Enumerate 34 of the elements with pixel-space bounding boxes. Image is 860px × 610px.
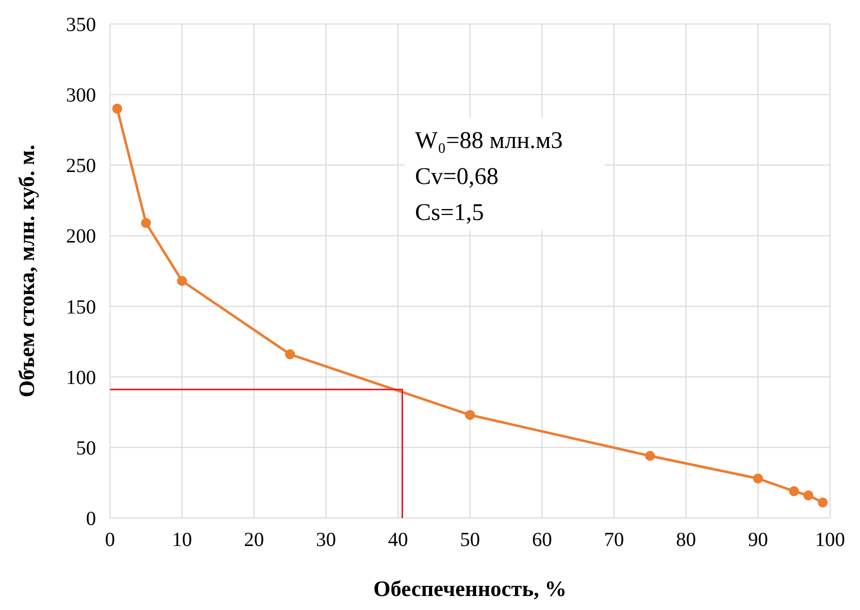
point xyxy=(789,486,799,496)
y-tick-label: 200 xyxy=(66,226,96,248)
y-tick-label: 250 xyxy=(66,155,96,178)
x-tick-label: 90 xyxy=(748,529,768,551)
x-axis-title: Обеспеченность, % xyxy=(373,576,567,601)
x-tick-label: 30 xyxy=(316,529,336,551)
x-tick-label: 10 xyxy=(172,529,192,551)
x-tick-label: 100 xyxy=(815,529,845,551)
annotation: W₀=88 млн.м3 xyxy=(415,128,563,154)
point xyxy=(177,276,187,286)
x-tick-label: 60 xyxy=(532,529,552,551)
y-axis-title: Объем стока, млн. куб. м. xyxy=(14,144,39,398)
y-tick-label: 50 xyxy=(76,437,96,460)
point xyxy=(803,490,814,500)
x-tick-label: 20 xyxy=(244,529,264,551)
y-tick-label: 150 xyxy=(66,296,96,318)
y-tick-label: 0 xyxy=(86,508,96,530)
x-tick-label: 70 xyxy=(604,529,624,551)
y-tick-label: 350 xyxy=(66,14,96,36)
annotation: Cv=0,68 xyxy=(415,164,499,190)
x-tick-label: 50 xyxy=(460,529,480,551)
point xyxy=(112,104,122,114)
point xyxy=(753,473,763,484)
y-tick-label: 100 xyxy=(66,366,96,389)
annotation: Cs=1,5 xyxy=(415,200,484,226)
point xyxy=(645,450,655,461)
point xyxy=(141,218,151,228)
x-tick-label: 0 xyxy=(105,529,115,551)
point xyxy=(285,349,295,360)
point xyxy=(818,497,828,508)
point xyxy=(465,410,475,420)
x-tick-label: 80 xyxy=(676,529,696,551)
x-tick-label: 40 xyxy=(388,529,408,551)
y-tick-label: 300 xyxy=(66,84,96,107)
